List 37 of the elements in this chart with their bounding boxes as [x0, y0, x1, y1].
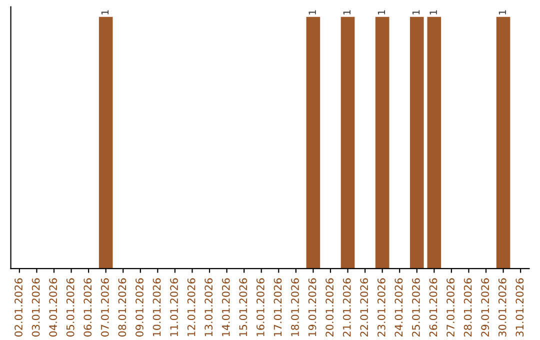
x-tick-label: 25.01.2026 — [412, 278, 420, 337]
x-tick-label: 23.01.2026 — [377, 278, 386, 337]
data-label: 1 — [308, 10, 316, 14]
data-label: 1 — [430, 10, 437, 14]
x-tick-label: 06.01.2026 — [84, 278, 92, 337]
data-label: 1 — [101, 10, 109, 14]
x-tick-label: 19.01.2026 — [308, 278, 316, 336]
x-tick-label: 20.01.2026 — [326, 278, 334, 337]
data-label: 1 — [498, 10, 506, 14]
x-tick-label: 13.01.2026 — [204, 278, 213, 336]
x-tick-label: 09.01.2026 — [136, 278, 144, 337]
x-tick-label: 15.01.2026 — [239, 278, 248, 336]
x-tick-label: 11.01.2026 — [170, 278, 178, 336]
x-tick-label: 12.01.2026 — [187, 278, 196, 336]
x-tick-label: 26.01.2026 — [429, 278, 438, 337]
x-tick-label: 30.01.2026 — [498, 278, 506, 336]
x-tick-label: 17.01.2026 — [274, 278, 282, 336]
x-tick-label: 05.01.2026 — [66, 278, 74, 337]
data-label: 1 — [378, 10, 386, 14]
x-tick-label: 31.01.2026 — [516, 278, 524, 336]
x-tick-label: 14.01.2026 — [222, 278, 230, 336]
data-label: 1 — [343, 10, 350, 14]
x-tick-label: 04.01.2026 — [49, 278, 58, 337]
x-tick-label: 27.01.2026 — [446, 278, 454, 337]
x-tick-label: 08.01.2026 — [118, 278, 126, 337]
x-tick-label: 10.01.2026 — [152, 278, 161, 336]
x-tick-label: 03.01.2026 — [32, 278, 40, 337]
data-label: 1 — [412, 10, 420, 14]
x-tick-label: 16.01.2026 — [256, 278, 264, 336]
x-tick-label: 22.01.2026 — [360, 278, 368, 337]
x-tick-label: 28.01.2026 — [464, 278, 472, 337]
x-tick-label: 02.01.2026 — [14, 278, 22, 337]
x-tick-label: 29.01.2026 — [481, 278, 490, 337]
x-tick-label: 07.01.2026 — [100, 278, 109, 337]
x-tick-label: 21.01.2026 — [342, 278, 351, 337]
x-tick-label: 24.01.2026 — [394, 278, 403, 337]
x-tick-label: 18.01.2026 — [291, 278, 299, 336]
